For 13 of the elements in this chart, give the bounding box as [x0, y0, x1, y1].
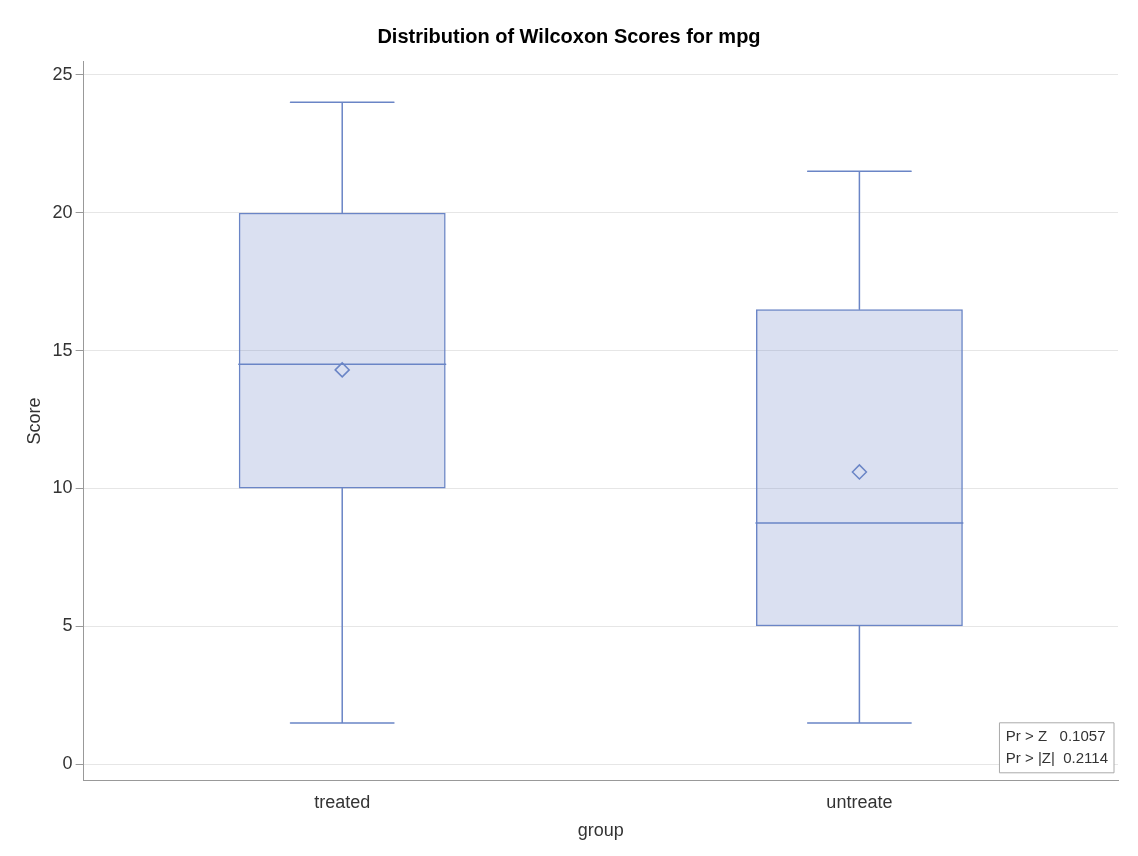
y-tick-label: 0	[62, 753, 73, 774]
x-tick-label: treated	[314, 791, 371, 812]
chart-title: Distribution of Wilcoxon Scores for mpg	[377, 24, 761, 47]
y-tick-label: 20	[52, 201, 73, 222]
y-tick-label: 5	[62, 615, 73, 636]
y-axis-title: Score	[23, 397, 44, 445]
annotation: Pr > |Z| 0.2114	[1005, 748, 1109, 766]
x-tick-label: untreate	[826, 791, 893, 812]
y-tick-label: 25	[52, 63, 73, 84]
x-axis-title: group	[577, 820, 624, 841]
y-tick-label: 10	[52, 477, 73, 498]
y-tick-label: 15	[52, 339, 73, 360]
annotation: Pr > Z 0.1057	[1005, 726, 1106, 744]
